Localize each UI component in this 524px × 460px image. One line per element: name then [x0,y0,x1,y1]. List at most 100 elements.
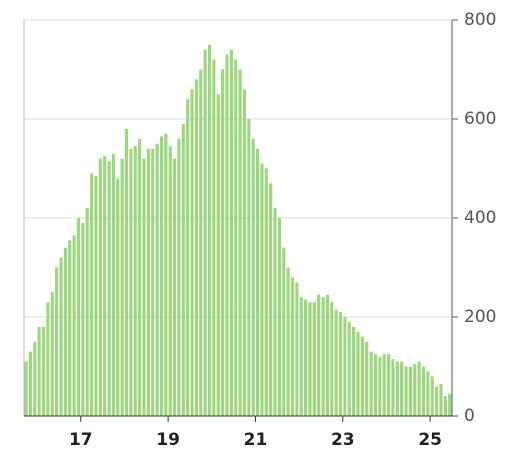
bar [221,69,225,416]
bar [234,59,238,416]
bar [299,297,303,416]
x-tick-label: 19 [156,430,180,450]
x-tick-label: 23 [331,430,355,450]
bar [59,257,63,416]
bar [68,240,72,416]
bar [159,136,164,416]
bar [24,361,28,416]
bar [120,158,124,416]
bar [194,79,198,417]
bar [277,218,281,416]
bar [378,356,382,416]
bar [225,54,229,417]
bar [168,146,172,416]
bar [142,158,146,416]
bar [413,364,417,416]
bar [111,153,116,416]
bar [338,312,343,416]
bar [247,119,251,416]
y-tick-label: 0 [464,406,475,426]
bar [343,317,347,416]
bar [50,292,54,416]
bar [216,94,220,416]
bar [321,297,325,416]
bar [177,138,181,417]
bar [347,321,351,416]
bar [28,351,33,416]
bar [382,354,386,416]
bar [172,158,177,416]
bar [124,128,129,416]
bar [282,247,286,416]
bar [37,326,41,416]
bar [317,294,321,416]
bar [352,326,356,416]
bar [103,156,107,416]
bar [404,366,408,416]
x-tick-label: 21 [244,430,268,450]
bar [435,386,439,416]
bar [207,44,212,416]
bar [443,396,447,416]
bar [33,341,37,416]
x-tick-label: 25 [418,430,442,450]
bar [295,282,299,416]
bar [229,49,233,416]
bar [360,336,364,416]
bar [421,366,426,416]
x-tick-label: 17 [69,430,93,450]
bar [41,326,46,416]
bar [264,168,268,416]
bar [417,361,421,416]
bar [138,138,142,417]
bar [269,183,273,416]
bar [386,354,391,416]
bar [46,302,50,416]
bar [81,222,85,416]
bar [129,148,133,416]
bar [330,302,334,416]
bar [55,267,59,416]
bar [273,208,277,416]
bar [151,148,155,416]
bar [155,143,159,416]
bar [164,133,168,416]
bar [98,158,102,416]
bar [116,178,120,416]
bar [304,299,308,416]
bar [242,89,247,417]
bar [439,383,443,416]
bar [373,354,378,416]
bar [448,393,452,416]
bar [325,294,330,416]
bar [90,173,94,416]
bar [186,99,190,416]
bar [369,351,373,416]
bar [391,359,395,416]
bar [63,247,67,416]
bar [238,69,242,416]
bar [290,277,295,416]
bar [85,208,89,416]
bar [255,148,260,416]
bar [395,361,399,416]
bar [94,175,98,416]
y-tick-label: 600 [464,109,496,129]
bar [107,161,111,416]
bar [203,49,207,416]
y-tick-label: 400 [464,208,496,228]
bar [190,89,194,417]
bar [72,235,76,416]
bar [365,341,369,416]
bar [212,59,216,416]
bar [430,376,434,416]
bar [286,267,290,416]
bar [408,366,412,416]
bar [260,163,264,416]
bar [76,218,81,416]
bar [426,371,430,416]
bar [308,302,312,416]
bar [334,309,338,416]
bar [146,148,150,416]
